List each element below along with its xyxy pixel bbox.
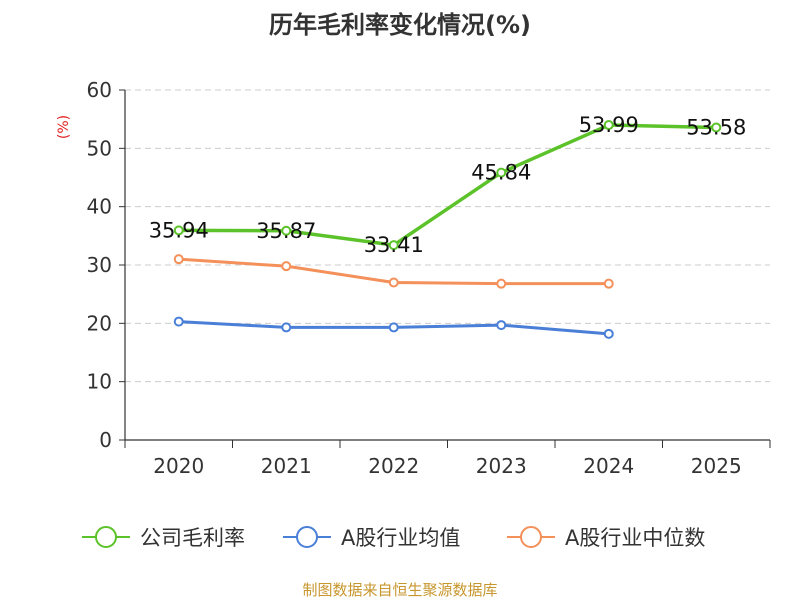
x-tick-label: 2024 — [583, 454, 634, 478]
y-tick-label: 20 — [87, 311, 112, 335]
data-point — [281, 322, 292, 333]
legend[interactable]: 公司毛利率 A股行业均值 A股行业中位数 — [82, 526, 705, 550]
legend-marker — [520, 526, 542, 548]
legend-label: A股行业中位数 — [565, 526, 705, 550]
series-group — [173, 120, 722, 339]
data-point — [603, 278, 614, 289]
data-source-note: 制图数据来自恒生聚源数据库 — [302, 581, 497, 599]
y-tick-label: 0 — [99, 428, 112, 452]
gridlines — [125, 89, 770, 383]
legend-marker — [296, 526, 318, 548]
legend-label: A股行业均值 — [341, 526, 460, 550]
x-tick-label: 2020 — [153, 454, 204, 478]
data-point — [603, 120, 614, 131]
legend-item-2[interactable]: A股行业中位数 — [507, 526, 705, 550]
x-tick-label: 2022 — [368, 454, 419, 478]
y-tick-label: 60 — [87, 78, 112, 102]
y-tick-label: 50 — [87, 136, 112, 160]
data-labels: 35.94 35.87 33.41 45.84 53.99 53.58 — [149, 113, 747, 257]
data-point — [388, 277, 399, 288]
data-point — [496, 167, 507, 178]
x-axis-ticks: 2020 2021 2022 2023 2024 2025 — [124, 440, 771, 478]
data-label: 35.94 — [149, 218, 209, 242]
data-label: 45.84 — [471, 161, 531, 185]
data-point — [173, 225, 184, 236]
data-point — [173, 254, 184, 265]
data-point — [496, 278, 507, 289]
y-axis-ticks: 0 10 20 30 40 50 60 — [87, 78, 125, 452]
legend-item-0[interactable]: 公司毛利率 — [82, 526, 245, 550]
data-point — [496, 320, 507, 331]
data-label: 53.99 — [579, 113, 639, 137]
y-tick-label: 10 — [87, 370, 112, 394]
x-tick-label: 2023 — [476, 454, 527, 478]
y-axis-unit-label: (%) — [56, 115, 72, 139]
legend-marker — [95, 526, 117, 548]
chart-title: 历年毛利率变化情况(%) — [269, 11, 531, 39]
y-tick-label: 30 — [87, 253, 112, 277]
x-tick-label: 2021 — [261, 454, 312, 478]
data-point — [388, 240, 399, 251]
data-label: 53.58 — [686, 115, 746, 139]
data-point — [281, 225, 292, 236]
data-point — [388, 322, 399, 333]
legend-item-1[interactable]: A股行业均值 — [283, 526, 460, 550]
data-label: 35.87 — [256, 219, 316, 243]
y-tick-label: 40 — [87, 195, 112, 219]
legend-label: 公司毛利率 — [140, 526, 245, 550]
data-point — [173, 316, 184, 327]
x-tick-label: 2025 — [691, 454, 742, 478]
data-label: 33.41 — [364, 233, 424, 257]
data-point — [711, 122, 722, 133]
data-point — [281, 261, 292, 272]
series-line-0 — [177, 123, 718, 247]
data-point — [603, 328, 614, 339]
